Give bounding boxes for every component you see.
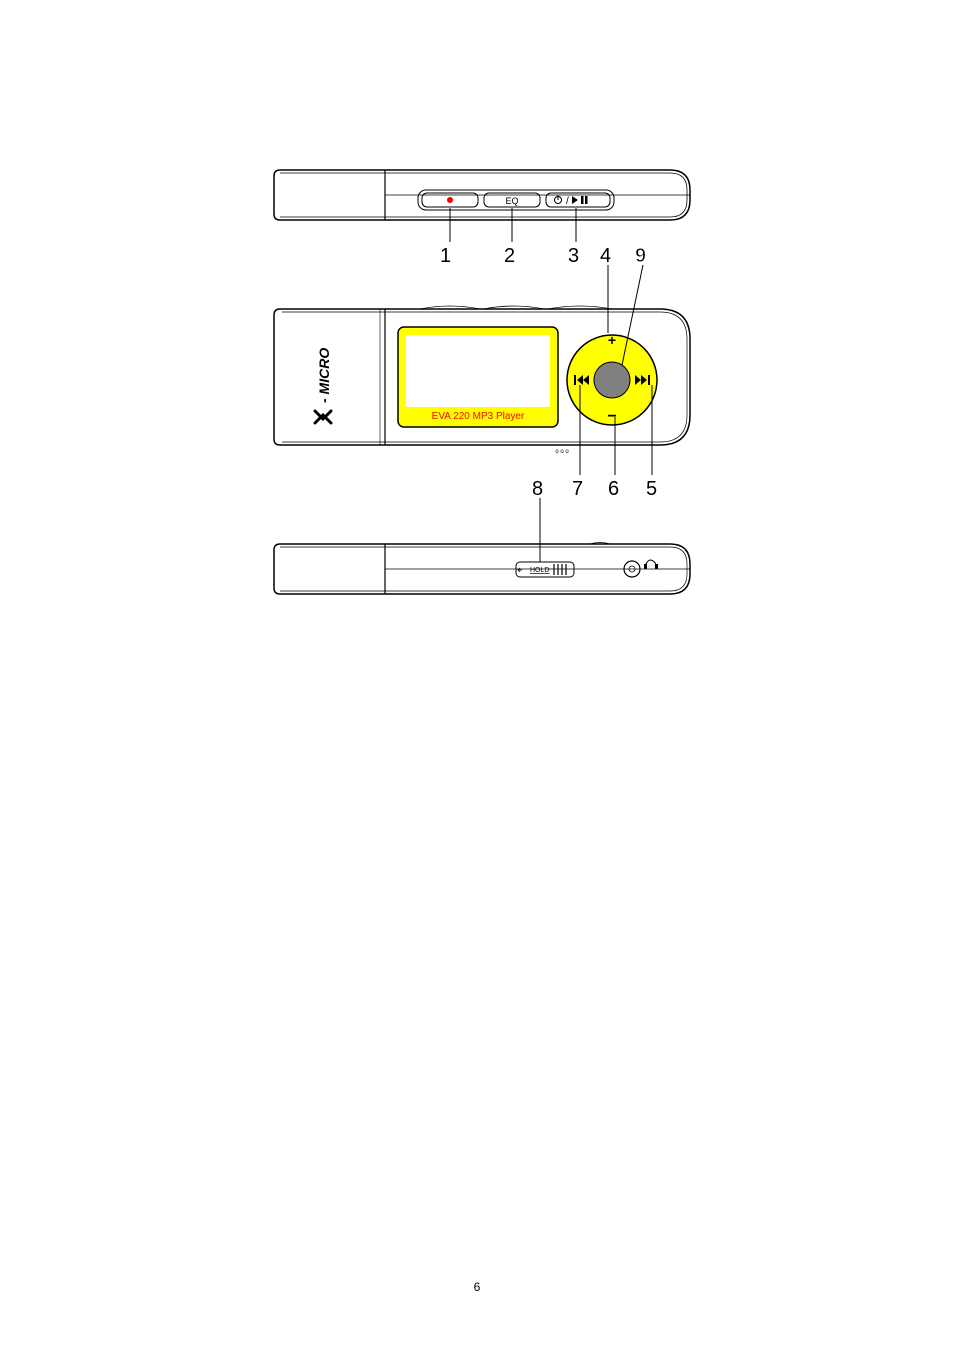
rec-dot-icon [447, 197, 453, 203]
callout-4: 4 [600, 245, 611, 268]
callout-5: 5 [646, 478, 657, 501]
diagram-svg: EQ / [270, 160, 700, 620]
front-view: - MICRO EVA 220 MP3 Player + − [274, 265, 690, 475]
callout-6: 6 [608, 478, 619, 501]
callout-7: 7 [572, 478, 583, 501]
wheel-center [594, 362, 630, 398]
hold-grip-icon [554, 564, 566, 575]
screen-text: EVA 220 MP3 Player [432, 411, 525, 422]
wheel-plus-icon: + [608, 332, 616, 348]
logo-text: - MICRO [316, 348, 332, 403]
page: EQ / [0, 0, 954, 1350]
device-diagram: EQ / [270, 160, 700, 620]
hold-label: HOLD [530, 567, 549, 574]
eq-label: EQ [505, 196, 518, 206]
svg-text:/: / [566, 196, 569, 207]
top-view: EQ / [274, 170, 690, 242]
callout-1: 1 [440, 245, 451, 268]
callout-2: 2 [504, 245, 515, 268]
page-number: 6 [0, 1280, 954, 1294]
power-play-icon: / [555, 195, 588, 207]
headphone-icon [644, 560, 658, 569]
tiny-marks: o o o [555, 449, 569, 455]
bottom-view: HOLD [274, 498, 690, 594]
logo: - MICRO [315, 348, 332, 423]
callout-3: 3 [568, 245, 579, 268]
callout-8: 8 [532, 478, 543, 501]
callout-9: 9 [635, 245, 646, 268]
